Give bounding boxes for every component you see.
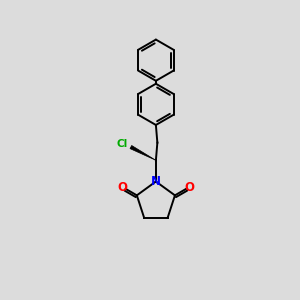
Text: O: O (185, 181, 195, 194)
Polygon shape (130, 146, 156, 160)
Text: O: O (117, 181, 127, 194)
Text: N: N (151, 175, 161, 188)
Text: Cl: Cl (117, 139, 128, 148)
